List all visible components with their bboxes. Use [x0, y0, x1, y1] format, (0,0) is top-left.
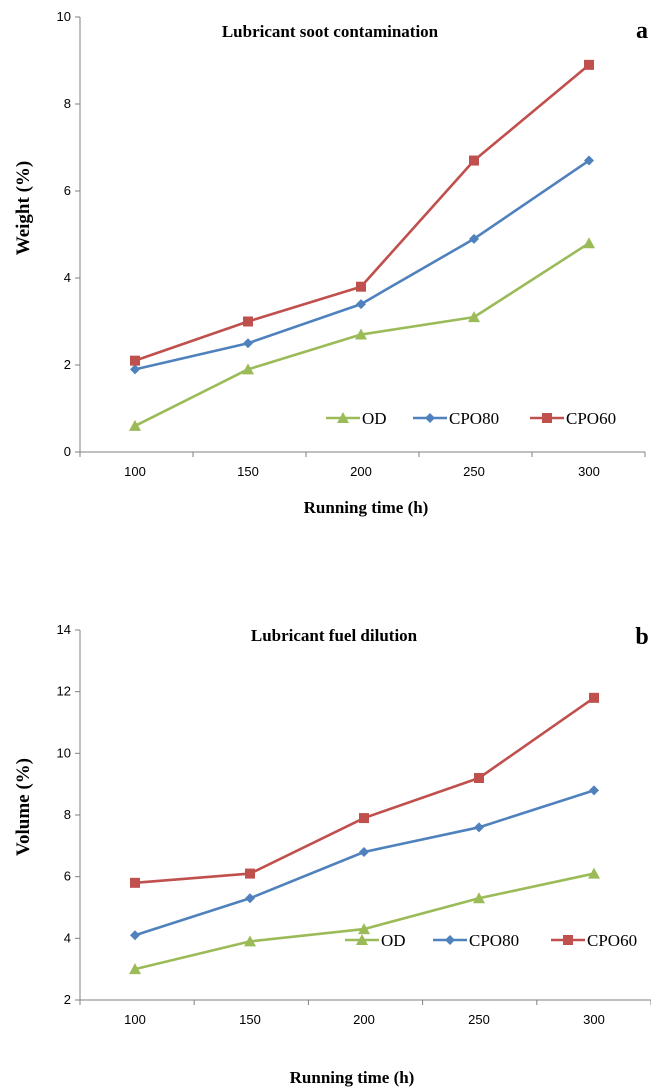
legend-label-cpo60: CPO60	[566, 409, 616, 428]
data-point-cpo80	[130, 364, 140, 375]
data-point-od	[473, 892, 485, 904]
data-point-cpo80	[130, 930, 140, 941]
legend-marker-cpo60	[542, 413, 552, 423]
x-axis-label: Running time (h)	[290, 1068, 415, 1087]
data-point-cpo80	[474, 822, 484, 833]
y-tick-label: 10	[57, 745, 71, 760]
data-point-cpo60	[130, 355, 140, 366]
y-tick-label: 8	[64, 96, 71, 111]
chart-title: Lubricant fuel dilution	[251, 626, 418, 645]
data-point-cpo60	[245, 868, 255, 879]
x-tick-label: 200	[353, 1012, 375, 1027]
data-point-cpo60	[584, 59, 594, 70]
series-line-cpo80	[134, 789, 595, 937]
x-tick-label: 300	[583, 1012, 605, 1027]
data-point-cpo60	[589, 692, 599, 703]
y-tick-label: 6	[64, 869, 71, 884]
data-point-od	[129, 419, 141, 431]
y-tick-label: 2	[64, 992, 71, 1007]
y-tick-label: 4	[64, 930, 71, 945]
data-point-cpo60	[243, 316, 253, 327]
x-tick-label: 250	[463, 464, 485, 479]
plot-area: 0 2 4 6 8 10 100 150 200 250 300 OD CPO80 CPO60	[57, 9, 646, 479]
legend-label-cpo80: CPO80	[469, 931, 519, 950]
y-tick-label: 8	[64, 807, 71, 822]
y-axis-label: Volume (%)	[13, 758, 34, 856]
data-point-od	[355, 328, 367, 340]
series-line-od	[134, 872, 595, 971]
data-point-cpo60	[469, 155, 479, 166]
data-point-od	[244, 935, 256, 947]
legend-label-cpo80: CPO80	[449, 409, 499, 428]
legend-marker-od	[356, 934, 368, 945]
chart-title: Lubricant soot contamination	[222, 22, 439, 41]
data-point-od	[588, 867, 600, 879]
legend-label-od: OD	[362, 409, 387, 428]
plot-area: 2 4 6 8 10 12 14 100 150 200 250 300 OD CPO80 CPO60	[57, 622, 651, 1027]
data-point-cpo80	[243, 338, 253, 349]
y-tick-label: 4	[64, 270, 71, 285]
data-point-od	[468, 311, 480, 323]
data-point-cpo80	[469, 233, 479, 244]
chart-panel-a: Lubricant soot contamination a Running t…	[13, 9, 648, 517]
panel-label: b	[635, 624, 648, 650]
data-point-cpo80	[359, 847, 369, 857]
y-tick-label: 10	[57, 9, 71, 24]
legend-marker-cpo80	[445, 935, 455, 945]
data-point-cpo60	[356, 281, 366, 292]
data-point-od	[129, 963, 141, 975]
x-tick-label: 300	[578, 464, 600, 479]
x-tick-label: 150	[239, 1012, 261, 1027]
y-tick-label: 0	[64, 444, 71, 459]
y-tick-label: 14	[57, 622, 71, 637]
legend-marker-cpo60	[563, 935, 573, 945]
y-tick-label: 6	[64, 183, 71, 198]
legend-marker-cpo80	[425, 413, 435, 423]
chart-panel-b: Lubricant fuel dilution b Running time (…	[13, 622, 651, 1087]
data-point-od	[583, 237, 595, 249]
x-tick-label: 100	[124, 1012, 146, 1027]
data-point-cpo80	[589, 785, 599, 796]
data-point-cpo80	[356, 299, 366, 310]
data-point-cpo60	[474, 773, 484, 783]
legend-label-cpo60: CPO60	[587, 931, 637, 950]
legend-label-od: OD	[381, 931, 406, 950]
x-tick-label: 150	[237, 464, 259, 479]
x-tick-label: 250	[468, 1012, 490, 1027]
legend-marker-od	[337, 412, 349, 423]
data-point-cpo80	[245, 893, 255, 904]
data-point-od	[242, 363, 254, 375]
x-tick-label: 100	[124, 464, 146, 479]
data-point-cpo60	[359, 813, 369, 824]
y-tick-label: 12	[57, 684, 71, 699]
data-point-od	[358, 923, 370, 935]
data-point-cpo60	[130, 877, 140, 888]
data-point-cpo80	[584, 155, 594, 166]
y-axis-label: Weight (%)	[13, 161, 34, 255]
x-axis-label: Running time (h)	[304, 498, 429, 517]
panel-label: a	[636, 18, 648, 44]
series-line-cpo60	[134, 63, 590, 362]
y-tick-label: 2	[64, 357, 71, 372]
x-tick-label: 200	[350, 464, 372, 479]
